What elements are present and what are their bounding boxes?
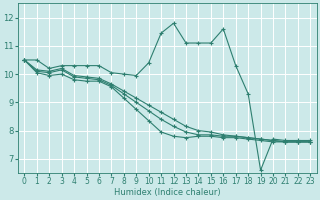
X-axis label: Humidex (Indice chaleur): Humidex (Indice chaleur) bbox=[114, 188, 221, 197]
